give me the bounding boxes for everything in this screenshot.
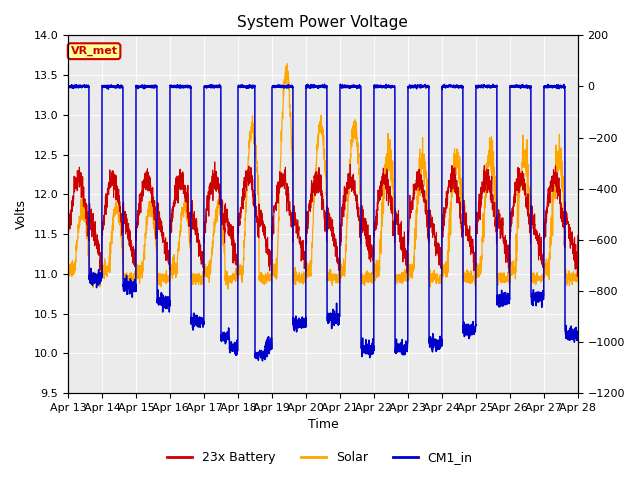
Solar: [282, 65, 290, 71]
Solar: [224, 286, 232, 292]
Line: CM1_in: CM1_in: [68, 84, 578, 361]
Line: 23x Battery: 23x Battery: [68, 162, 578, 276]
Text: VR_met: VR_met: [70, 46, 118, 56]
23x Battery: [574, 233, 582, 239]
CM1_in: [260, 355, 268, 361]
CM1_in: [259, 358, 266, 364]
Title: System Power Voltage: System Power Voltage: [237, 15, 408, 30]
23x Battery: [211, 159, 218, 165]
Line: Solar: Solar: [68, 64, 578, 289]
CM1_in: [509, 84, 517, 90]
X-axis label: Time: Time: [308, 419, 339, 432]
23x Battery: [573, 274, 581, 279]
CM1_in: [282, 83, 290, 89]
Solar: [284, 61, 291, 67]
Solar: [260, 277, 268, 283]
Solar: [152, 247, 160, 253]
Legend: 23x Battery, Solar, CM1_in: 23x Battery, Solar, CM1_in: [163, 446, 477, 469]
CM1_in: [152, 83, 160, 88]
23x Battery: [260, 232, 268, 238]
23x Battery: [64, 229, 72, 235]
Solar: [122, 271, 130, 277]
Solar: [574, 275, 582, 281]
23x Battery: [564, 220, 572, 226]
CM1_in: [122, 276, 130, 282]
Solar: [564, 276, 572, 282]
CM1_in: [64, 82, 72, 88]
CM1_in: [321, 81, 328, 87]
23x Battery: [152, 228, 160, 233]
Y-axis label: Volts: Volts: [15, 199, 28, 229]
23x Battery: [282, 180, 290, 185]
CM1_in: [564, 337, 572, 343]
23x Battery: [509, 212, 517, 218]
23x Battery: [122, 228, 130, 234]
Solar: [64, 270, 72, 276]
Solar: [509, 270, 517, 276]
CM1_in: [574, 333, 582, 339]
